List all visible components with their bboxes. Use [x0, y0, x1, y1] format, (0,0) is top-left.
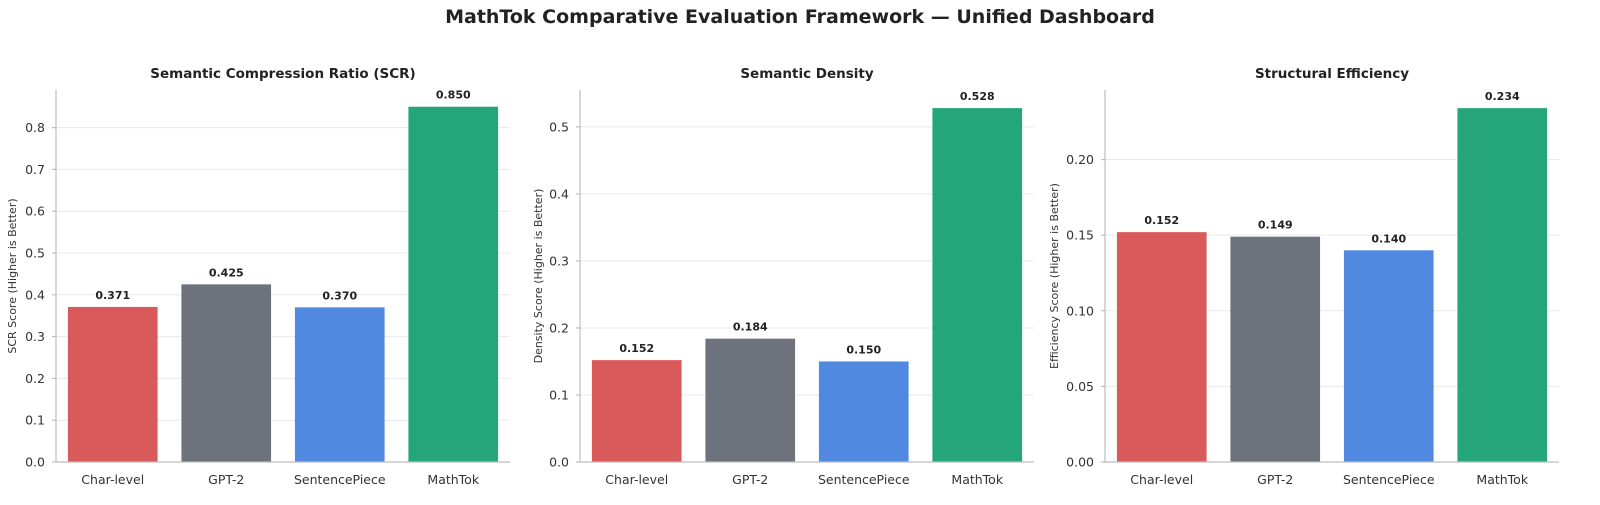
bar-value-label: 0.425: [209, 266, 244, 279]
bar-value-label: 0.152: [619, 342, 654, 355]
x-tick-label: MathTok: [427, 472, 479, 487]
bar-value-label: 0.850: [436, 89, 471, 102]
y-tick-label: 0.7: [25, 162, 45, 177]
y-tick-label: 0.2: [25, 371, 45, 386]
y-tick-label: 0.4: [25, 287, 45, 302]
chart-title: Structural Efficiency: [1255, 66, 1409, 82]
bar-sentencepiece: [294, 307, 385, 462]
bar-char-level: [67, 306, 158, 462]
y-tick-label: 0.2: [549, 320, 569, 335]
y-tick-label: 0.20: [1066, 152, 1094, 167]
y-axis-label: SCR Score (Higher is Better): [6, 198, 19, 353]
y-tick-label: 0.0: [549, 455, 569, 470]
x-tick-label: Char-level: [605, 472, 668, 487]
x-tick-label: Char-level: [1130, 472, 1193, 487]
bar-value-label: 0.184: [733, 321, 768, 334]
x-tick-label: MathTok: [1476, 472, 1528, 487]
bar-mathtok: [408, 106, 499, 462]
bar-gpt-2: [705, 338, 796, 462]
bar-value-label: 0.150: [846, 343, 881, 356]
x-tick-label: SentencePiece: [294, 472, 386, 487]
x-tick-label: SentencePiece: [818, 472, 910, 487]
bar-value-label: 0.528: [960, 90, 995, 103]
y-tick-label: 0.3: [25, 329, 45, 344]
x-tick-label: GPT-2: [1257, 472, 1293, 487]
x-tick-label: GPT-2: [732, 472, 768, 487]
y-tick-label: 0.1: [25, 413, 45, 428]
y-tick-label: 0.10: [1066, 303, 1094, 318]
y-tick-label: 0.05: [1066, 379, 1094, 394]
y-tick-label: 0.15: [1066, 228, 1094, 243]
y-tick-label: 0.8: [25, 120, 45, 135]
y-axis-label: Density Score (Higher is Better): [532, 189, 545, 364]
y-tick-label: 0.00: [1066, 455, 1094, 470]
bar-value-label: 0.234: [1485, 90, 1520, 103]
bar-value-label: 0.370: [322, 289, 357, 302]
bar-value-label: 0.140: [1371, 232, 1406, 245]
bar-char-level: [591, 360, 682, 462]
y-tick-label: 0.5: [25, 246, 45, 261]
y-tick-label: 0.0: [25, 455, 45, 470]
bar-mathtok: [932, 108, 1023, 463]
bar-mathtok: [1457, 108, 1548, 463]
x-tick-label: Char-level: [81, 472, 144, 487]
bar-gpt-2: [181, 284, 272, 462]
chart-title: Semantic Density: [740, 66, 874, 82]
x-tick-label: GPT-2: [208, 472, 244, 487]
bar-value-label: 0.149: [1258, 219, 1293, 232]
y-tick-label: 0.6: [25, 204, 45, 219]
bar-gpt-2: [1230, 236, 1321, 462]
y-tick-label: 0.5: [549, 119, 569, 134]
bar-value-label: 0.152: [1144, 214, 1179, 227]
dashboard-title: MathTok Comparative Evaluation Framework…: [445, 6, 1155, 28]
y-tick-label: 0.4: [549, 186, 569, 201]
bar-sentencepiece: [818, 361, 909, 462]
y-tick-label: 0.3: [549, 253, 569, 268]
y-tick-label: 0.1: [549, 387, 569, 402]
y-axis-label: Efficiency Score (Higher is Better): [1048, 183, 1061, 369]
bar-value-label: 0.371: [95, 289, 130, 302]
x-tick-label: MathTok: [951, 472, 1003, 487]
chart-title: Semantic Compression Ratio (SCR): [150, 66, 415, 82]
bar-char-level: [1116, 232, 1207, 462]
bar-sentencepiece: [1343, 250, 1434, 462]
x-tick-label: SentencePiece: [1343, 472, 1435, 487]
